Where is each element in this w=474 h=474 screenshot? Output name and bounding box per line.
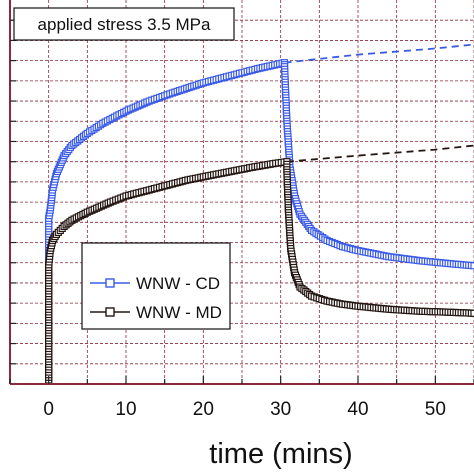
series-cd-line [47,61,474,380]
legend-swatch-marker-md [105,307,115,317]
series-md-markers [45,158,474,384]
x-tick-label: 50 [425,399,446,420]
plot-series [45,43,474,384]
x-tick-labels: 0 10 20 30 40 50 [43,399,446,420]
series-md-point [470,309,474,317]
annotation-box: applied stress 3.5 MPa [13,7,235,41]
annotation-text: applied stress 3.5 MPa [38,15,211,34]
x-tick-label: 20 [193,399,214,420]
series-md-extrapolation [286,144,474,163]
x-tick-label: 30 [270,399,291,420]
legend: WNW - CD WNW - MD [81,242,231,330]
legend-label-md: WNW - MD [136,303,222,322]
x-tick-label: 40 [347,399,368,420]
series-cd-extrapolation [284,43,474,64]
legend-label-cd: WNW - CD [136,274,220,293]
x-tick-label: 0 [43,399,54,420]
plot-frame [9,0,474,385]
x-tick-label: 10 [115,399,136,420]
grid [9,0,474,384]
series-cd-markers [45,59,474,384]
series-cd-point [470,262,474,270]
x-axis-title: time (mins) [209,438,352,470]
legend-swatch-marker-cd [105,278,115,288]
